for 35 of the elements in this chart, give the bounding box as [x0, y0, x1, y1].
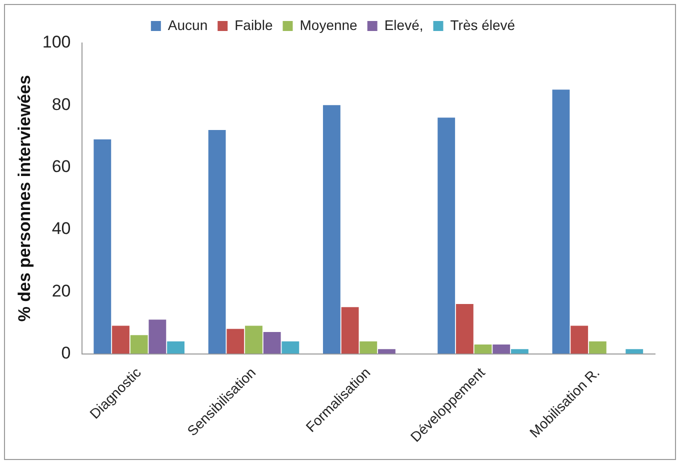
- bar: [511, 349, 528, 354]
- bar: [94, 139, 112, 354]
- bar: [360, 341, 378, 354]
- bar: [226, 328, 244, 354]
- bar: [588, 341, 606, 354]
- y-tick-label: 60: [52, 157, 71, 176]
- legend-label: Faible: [234, 16, 273, 33]
- y-tick-label: 0: [61, 343, 71, 362]
- bar: [245, 326, 262, 354]
- bar: [322, 105, 340, 354]
- y-tick-label: 40: [52, 219, 71, 238]
- bar: [341, 307, 359, 354]
- bar: [456, 304, 474, 354]
- bar: [474, 344, 492, 354]
- bar: [112, 326, 130, 354]
- y-tick-label: 100: [42, 32, 71, 52]
- y-tick-label: 80: [52, 94, 71, 114]
- bar: [130, 335, 148, 354]
- legend-label: Moyenne: [300, 16, 358, 33]
- y-tick-label: 20: [52, 281, 71, 300]
- bar: [626, 349, 644, 354]
- bar: [282, 341, 300, 354]
- legend-label: Très élevé: [450, 16, 516, 33]
- bar: [438, 118, 456, 354]
- bar: [492, 344, 510, 354]
- legend-label: Aucun: [168, 16, 208, 33]
- legend-label: Elevé,: [384, 16, 424, 33]
- bar: [378, 349, 396, 354]
- bar: [148, 320, 166, 354]
- bar: [167, 341, 184, 354]
- bar: [208, 130, 226, 354]
- y-axis-title: % des personnes interviewées: [14, 75, 34, 322]
- bar: [263, 332, 281, 354]
- bar: [570, 326, 588, 354]
- bar: [552, 90, 570, 354]
